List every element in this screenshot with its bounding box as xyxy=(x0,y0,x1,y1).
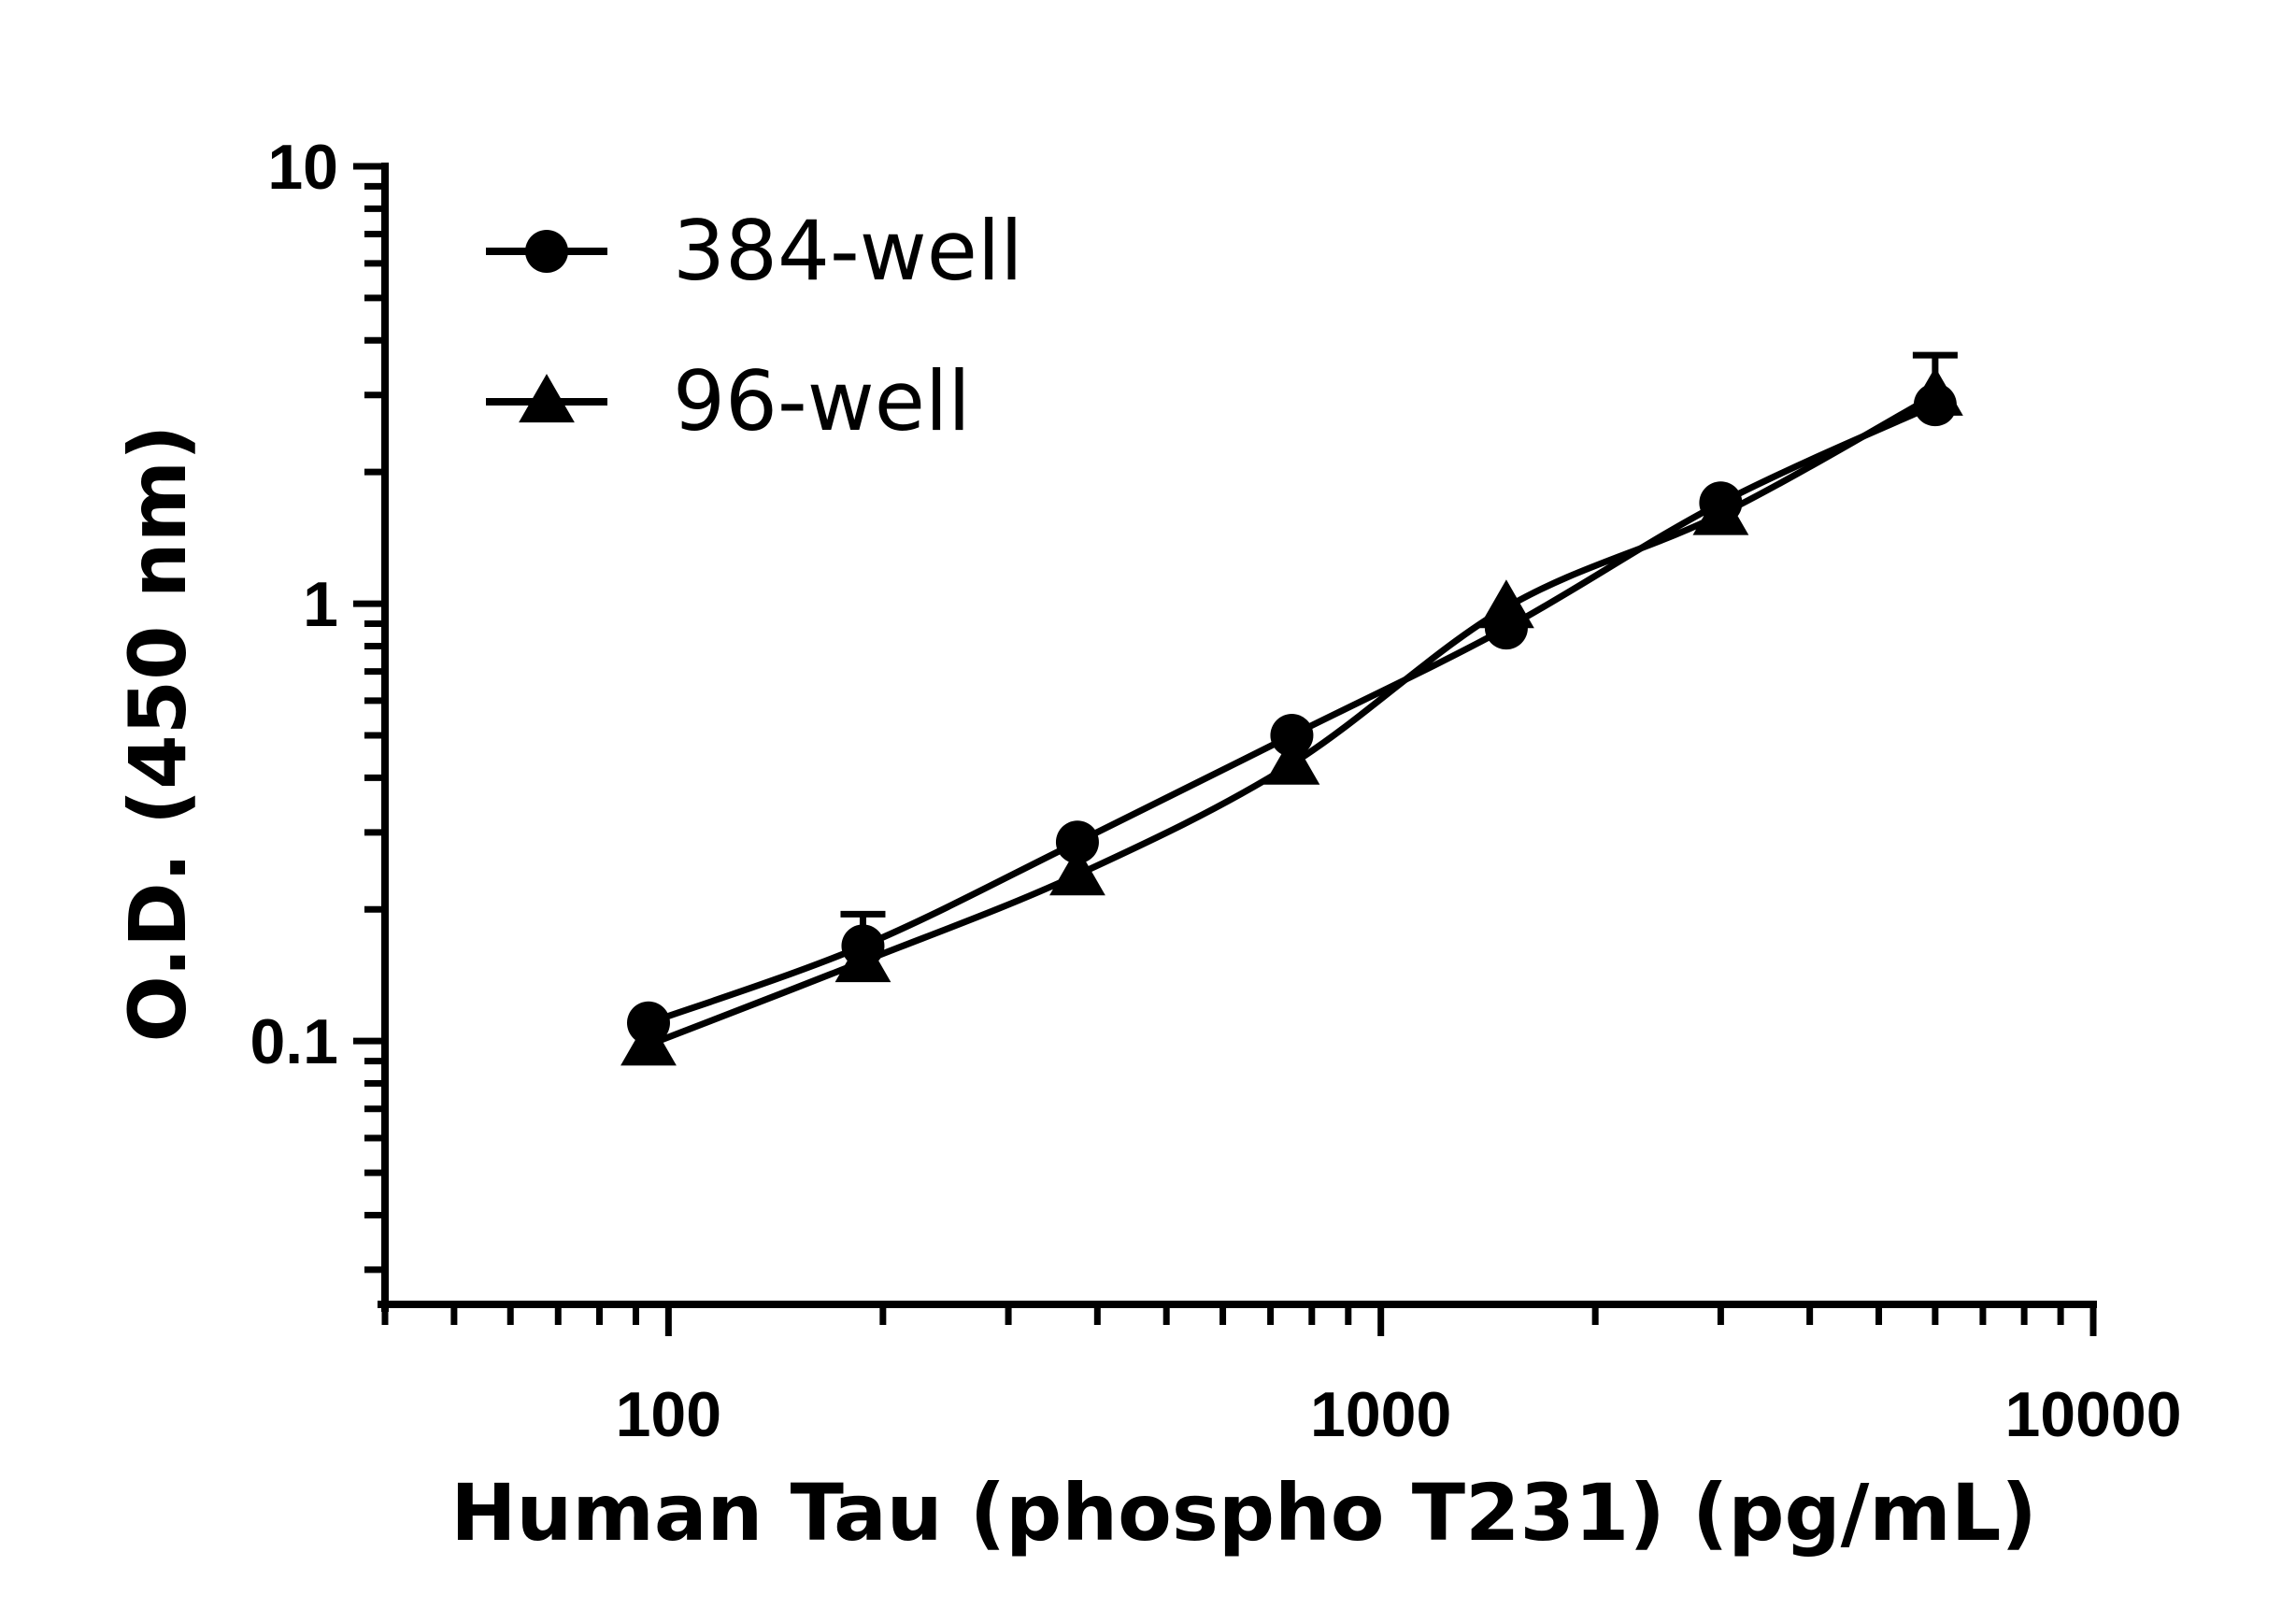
data-point xyxy=(626,1001,670,1045)
data-point xyxy=(1049,847,1105,896)
data-point xyxy=(1699,481,1743,525)
y-tick-label: 1 xyxy=(303,569,338,640)
legend-item: 96-well xyxy=(486,353,971,449)
x-tick-label: 1000 xyxy=(1310,1379,1451,1450)
series-layer xyxy=(620,351,1963,1066)
x-tick-label: 100 xyxy=(616,1379,721,1450)
legend-label: 384-well xyxy=(673,203,1023,299)
legend-marker xyxy=(519,374,575,423)
axis-labels: 0.1 1 10 100 1000 10000 Human Tau (phospho T23… xyxy=(112,132,2182,1559)
legend-label: 96-well xyxy=(673,353,971,449)
data-point xyxy=(1263,735,1320,785)
axes xyxy=(353,163,2097,1336)
legend-item: 384-well xyxy=(486,203,1023,299)
data-point xyxy=(1484,606,1528,650)
data-point xyxy=(1055,820,1099,864)
legend: 384-well 96-well xyxy=(486,203,1023,449)
legend-marker xyxy=(525,230,568,273)
data-point xyxy=(841,924,885,968)
y-tick-label: 0.1 xyxy=(250,1006,338,1077)
data-point xyxy=(1270,714,1314,757)
x-axis-title: Human Tau (phospho T231) (pg/mL) xyxy=(450,1467,2037,1559)
y-tick-label: 10 xyxy=(267,132,338,203)
data-point xyxy=(1913,383,1957,427)
series-line xyxy=(647,401,1937,1027)
series-384-well xyxy=(626,351,1958,1045)
y-axis-title: O.D. (450 nm) xyxy=(112,424,204,1042)
x-tick-label: 10000 xyxy=(2004,1379,2181,1450)
